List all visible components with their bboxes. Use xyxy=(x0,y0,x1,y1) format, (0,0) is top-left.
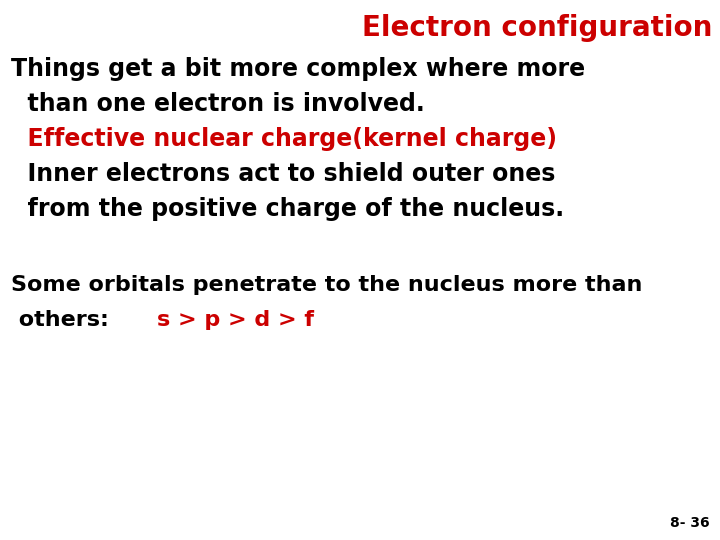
Text: Things get a bit more complex where more: Things get a bit more complex where more xyxy=(11,57,585,80)
Text: others:: others: xyxy=(11,310,124,330)
Text: 8- 36: 8- 36 xyxy=(670,516,709,530)
Text: from the positive charge of the nucleus.: from the positive charge of the nucleus. xyxy=(11,197,564,221)
Text: Inner electrons act to shield outer ones: Inner electrons act to shield outer ones xyxy=(11,162,555,186)
Text: Electron configuration: Electron configuration xyxy=(362,14,713,42)
Text: than one electron is involved.: than one electron is involved. xyxy=(11,92,425,116)
Text: s > p > d > f: s > p > d > f xyxy=(157,310,314,330)
Text: Effective nuclear charge(kernel charge): Effective nuclear charge(kernel charge) xyxy=(11,127,557,151)
Text: Some orbitals penetrate to the nucleus more than: Some orbitals penetrate to the nucleus m… xyxy=(11,275,642,295)
